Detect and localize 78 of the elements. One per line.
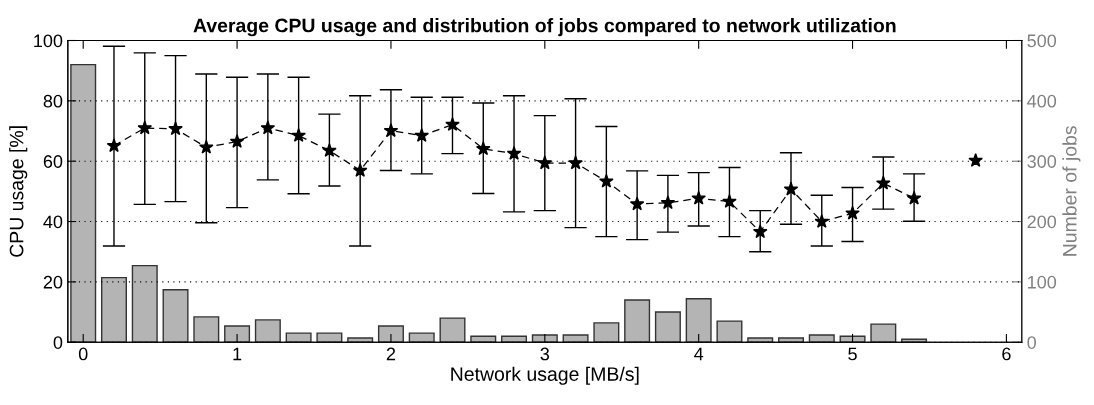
bar: [316, 332, 343, 343]
bar: [470, 335, 497, 343]
point: [229, 133, 245, 148]
bar: [531, 334, 558, 343]
bar: [439, 317, 466, 343]
point: [414, 127, 430, 142]
chart-title: Average CPU usage and distribution of jobs compared to network utilization: [193, 18, 896, 37]
y2-tick-label: 400: [1027, 94, 1057, 108]
bar: [839, 335, 866, 343]
point: [783, 181, 799, 196]
bar: [870, 323, 897, 343]
bar: [777, 337, 805, 343]
point: [291, 127, 306, 142]
point: [691, 190, 706, 205]
bar: [254, 319, 281, 343]
y2-tick-label: 300: [1027, 155, 1057, 168]
y2-tick-label: 100: [1028, 275, 1057, 289]
point: [445, 117, 460, 131]
point: [199, 139, 214, 154]
y-tick-label: 100: [34, 34, 63, 48]
y-tick-label: 20: [43, 275, 63, 289]
x-tick-label: 2: [386, 347, 396, 361]
bar: [162, 289, 189, 343]
point: [383, 123, 399, 138]
bar: [131, 264, 158, 343]
bar: [347, 337, 374, 343]
bar: [224, 325, 251, 343]
point: [968, 152, 983, 167]
point: [106, 138, 122, 153]
x-tick-label: 5: [848, 347, 857, 361]
y2-tick-label: 200: [1027, 215, 1057, 229]
y-tick-label: 40: [43, 215, 63, 229]
point: [568, 155, 583, 170]
bar: [100, 276, 127, 343]
y-tick-label: 80: [43, 94, 63, 108]
bar: [70, 63, 97, 343]
point: [168, 121, 183, 136]
point: [260, 120, 276, 135]
y-tick-label: 0: [53, 336, 63, 349]
point: [352, 162, 368, 177]
bar: [562, 334, 589, 343]
point: [845, 205, 860, 220]
bar: [654, 311, 681, 343]
x-tick-label: 0: [78, 347, 88, 361]
bar: [624, 299, 651, 343]
bar: [193, 316, 220, 343]
bar: [808, 334, 835, 343]
y2-tick-label: 0: [1027, 336, 1036, 349]
point: [506, 146, 522, 160]
x-tick-label: 3: [540, 347, 550, 361]
point: [322, 142, 337, 157]
point: [137, 120, 153, 135]
point: [629, 196, 645, 211]
x-tick-label: 4: [694, 347, 704, 361]
bar: [747, 337, 774, 343]
y2-tick-label: 500: [1027, 34, 1057, 48]
bar: [685, 298, 712, 343]
point: [906, 190, 922, 205]
y2-axis-title: Number of jobs: [1062, 126, 1081, 256]
bar: [593, 322, 620, 343]
point: [599, 173, 614, 188]
bar: [377, 325, 404, 343]
x-tick-label: 6: [1002, 347, 1011, 361]
point: [537, 155, 553, 170]
point: [814, 213, 830, 228]
bar: [716, 320, 743, 343]
x-tick-label: 1: [233, 347, 242, 361]
point: [475, 141, 491, 156]
y-tick-label: 60: [43, 155, 63, 168]
point: [722, 193, 737, 208]
bar: [285, 332, 312, 343]
y-axis-title: CPU usage [%]: [9, 126, 28, 257]
x-axis-title: Network usage [MB/s]: [451, 366, 639, 385]
point: [660, 195, 676, 210]
point: [876, 175, 891, 190]
bar: [408, 332, 435, 343]
point: [752, 224, 768, 239]
bar: [501, 335, 528, 343]
